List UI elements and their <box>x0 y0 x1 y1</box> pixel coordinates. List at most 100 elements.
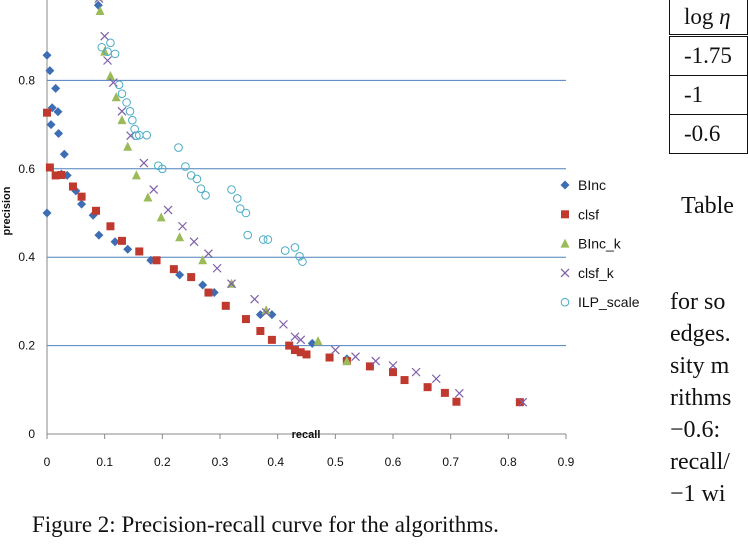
data-point <box>100 46 110 56</box>
data-point <box>142 130 152 140</box>
data-point <box>54 128 64 138</box>
data-point <box>117 115 127 125</box>
text-line: for so <box>670 289 726 315</box>
data-point <box>307 338 317 348</box>
data-point <box>221 301 230 310</box>
data-point <box>53 107 63 117</box>
data-point <box>186 171 196 180</box>
legend-label: clsf <box>578 206 599 222</box>
y-tick-label: 0.4 <box>18 250 35 264</box>
x-tick-label: 0.5 <box>327 455 344 469</box>
x-tick-label: 0.7 <box>442 455 459 469</box>
data-point <box>325 353 334 362</box>
data-point <box>330 345 340 355</box>
data-point <box>243 230 252 240</box>
data-point <box>163 205 173 215</box>
data-point <box>290 243 300 252</box>
data-point <box>57 170 66 179</box>
legend-label: BInc <box>578 177 606 193</box>
x-tick-labels: 0 0.1 0.2 0.3 0.5 0.6 0.7 0.8 0.9 0.4 <box>44 455 575 469</box>
data-point <box>103 47 112 56</box>
y-tick-labels: 0 0.2 0.4 0.6 0.8 <box>18 73 35 441</box>
data-point <box>46 120 56 130</box>
x-tick-label: 0.8 <box>500 455 517 469</box>
side-table-header: log η <box>669 0 748 36</box>
data-point <box>261 305 271 315</box>
data-point <box>92 206 101 215</box>
data-point <box>454 388 464 398</box>
data-point <box>250 294 260 304</box>
figure-caption: Figure 2: Precision-recall curve for the… <box>32 512 499 537</box>
data-point <box>77 199 87 209</box>
data-point <box>181 162 190 171</box>
x-tick-label: 0.4 <box>267 455 284 469</box>
x-tick-label: 0.2 <box>154 455 171 469</box>
data-point <box>94 230 104 240</box>
data-point <box>256 327 265 336</box>
data-point <box>263 235 273 244</box>
data-point <box>45 163 54 172</box>
data-point <box>298 257 307 266</box>
data-point <box>227 279 236 289</box>
data-point <box>187 273 196 282</box>
side-table-fragment: log η -1.75 -1 -0.6 <box>669 0 748 154</box>
data-point <box>132 131 141 140</box>
data-point <box>201 191 210 200</box>
data-point <box>342 356 352 366</box>
data-point <box>123 141 133 151</box>
data-point <box>189 237 199 247</box>
data-point <box>388 361 398 370</box>
y-axis-label: precision <box>1 186 13 235</box>
data-point <box>178 221 187 231</box>
data-point <box>156 212 166 222</box>
data-point <box>389 368 397 377</box>
data-point <box>43 108 51 117</box>
data-points <box>42 0 528 407</box>
data-point <box>198 255 208 265</box>
data-point <box>174 143 183 152</box>
data-point <box>241 208 251 218</box>
legend-label: ILP_scale <box>578 294 640 310</box>
data-point <box>152 256 161 265</box>
data-point <box>411 367 421 377</box>
data-point <box>400 376 409 385</box>
series-clsf-k <box>94 0 528 407</box>
legend-marker <box>561 210 569 219</box>
data-point <box>128 115 137 125</box>
text-line: sity m <box>670 353 730 379</box>
data-point <box>143 192 153 202</box>
data-point <box>290 346 299 355</box>
data-point <box>261 308 271 317</box>
data-point <box>117 89 127 98</box>
data-point <box>175 232 185 242</box>
data-point <box>117 236 126 245</box>
data-point <box>130 124 139 134</box>
y-tick-label: 0.2 <box>18 339 35 353</box>
data-point <box>351 352 360 362</box>
x-tick-label: 0.6 <box>385 455 402 469</box>
data-point <box>114 80 124 90</box>
data-point <box>295 252 304 261</box>
text-line: −0.6: <box>670 417 721 443</box>
data-point <box>95 6 105 16</box>
series-binc <box>42 0 352 364</box>
data-point <box>204 288 213 297</box>
data-point <box>423 383 432 392</box>
data-point <box>108 78 118 88</box>
legend: BInc clsf BInc_k clsf_k ILP_scale <box>560 177 640 310</box>
data-point <box>365 362 374 371</box>
data-point <box>110 237 120 247</box>
legend-marker <box>560 268 570 278</box>
legend-marker <box>560 297 570 307</box>
data-point <box>139 158 149 168</box>
data-point <box>258 235 268 244</box>
table-label: Table <box>681 193 734 219</box>
data-point <box>117 106 127 116</box>
data-point <box>131 170 141 180</box>
text-line: rithms <box>670 385 732 411</box>
side-table-cell: -1.75 <box>669 34 748 76</box>
data-point <box>296 335 306 345</box>
text-line: recall/ <box>670 449 730 475</box>
data-point <box>440 388 449 397</box>
legend-marker <box>560 180 570 190</box>
